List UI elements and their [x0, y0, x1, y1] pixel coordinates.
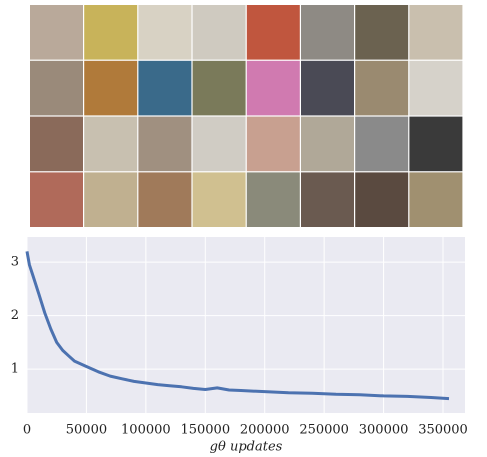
x-tick-label: 200000 — [240, 423, 290, 438]
sample-image — [30, 60, 83, 116]
sample-image — [138, 60, 192, 116]
sample-image — [84, 5, 138, 60]
sample-image — [409, 5, 463, 60]
x-tick-label: 350000 — [418, 423, 468, 438]
sample-image — [355, 5, 409, 60]
sample-image — [246, 172, 300, 227]
sample-image — [192, 60, 246, 116]
sample-image — [355, 116, 409, 172]
plot-area — [27, 237, 465, 413]
y-tick-label: 1 — [11, 362, 19, 377]
sample-image — [30, 116, 83, 172]
sample-image — [84, 60, 138, 116]
sample-image — [355, 172, 409, 227]
sample-image — [138, 116, 192, 172]
sample-image — [409, 60, 463, 116]
x-axis-label: gθ updates — [210, 440, 283, 455]
sample-image — [192, 116, 246, 172]
sample-image — [301, 116, 354, 172]
sample-image — [138, 172, 192, 227]
sample-image — [246, 5, 300, 60]
sample-image — [84, 116, 138, 172]
sample-image — [138, 5, 192, 60]
x-tick-label: 50000 — [66, 423, 107, 438]
y-tick-label: 2 — [11, 308, 19, 323]
sample-image — [301, 5, 354, 60]
sample-image — [246, 116, 300, 172]
x-tick-label: 0 — [23, 423, 31, 438]
sample-image — [30, 5, 83, 60]
y-tick-label: 3 — [11, 255, 19, 270]
sample-image — [409, 172, 463, 227]
sample-image — [30, 172, 83, 227]
sample-image — [355, 60, 409, 116]
sample-image — [192, 5, 246, 60]
sample-image — [192, 172, 246, 227]
line-series — [25, 251, 450, 401]
sample-image — [301, 172, 354, 227]
x-tick-label: 150000 — [180, 423, 230, 438]
x-tick-label: 100000 — [121, 423, 171, 438]
sample-image — [84, 172, 138, 227]
sample-image — [246, 60, 300, 116]
x-tick-label: 300000 — [359, 423, 409, 438]
x-tick-label: 250000 — [299, 423, 349, 438]
sample-image — [409, 116, 463, 172]
sample-image — [301, 60, 354, 116]
